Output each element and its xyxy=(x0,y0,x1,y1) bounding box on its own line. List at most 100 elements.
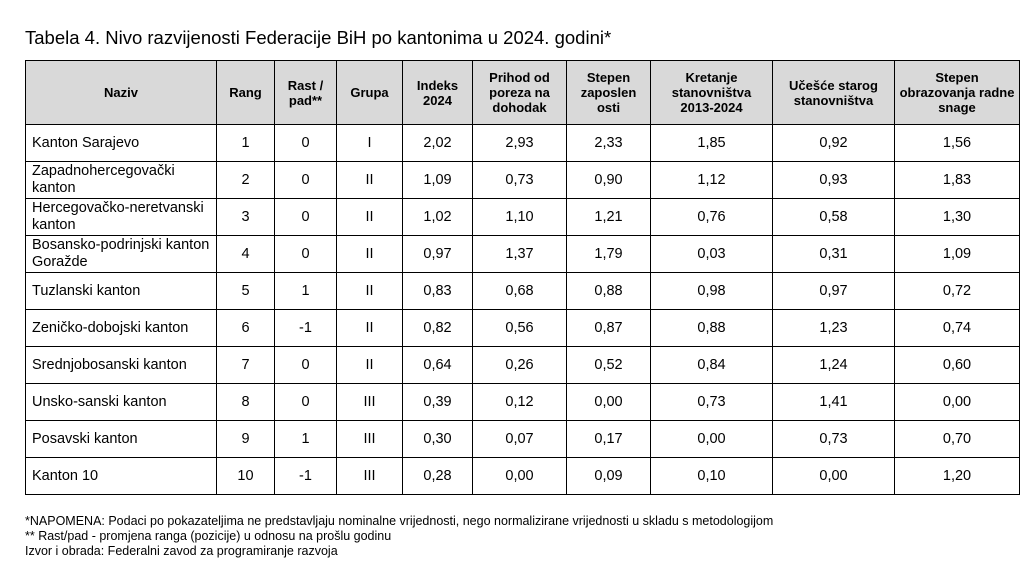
footnote-napomena: *NAPOMENA: Podaci po pokazateljima ne pr… xyxy=(25,514,774,528)
cell-ucesce: 0,92 xyxy=(772,124,895,162)
cell-ucesce: 0,58 xyxy=(772,198,895,236)
cell-obrazovanje: 0,70 xyxy=(894,420,1020,458)
cell-rast-pad: 0 xyxy=(274,383,337,421)
cell-obrazovanje: 0,74 xyxy=(894,309,1020,347)
cell-kretanje: 0,98 xyxy=(650,272,773,310)
cell-ucesce: 0,73 xyxy=(772,420,895,458)
column-header-obrazovanje: Stepen obrazovanja radne snage xyxy=(894,60,1020,125)
cell-zaposlenost: 0,17 xyxy=(566,420,651,458)
cell-rang: 4 xyxy=(216,235,275,273)
cell-rang: 5 xyxy=(216,272,275,310)
cell-kretanje: 0,03 xyxy=(650,235,773,273)
cell-zaposlenost: 0,87 xyxy=(566,309,651,347)
table-row: Kanton 10 10 -1 III 0,28 0,00 0,09 0,10 0,00 1,20 xyxy=(25,457,1020,495)
cell-indeks: 0,97 xyxy=(402,235,473,273)
cell-indeks: 1,09 xyxy=(402,161,473,199)
cell-naziv: Zeničko-dobojski kanton xyxy=(25,309,217,347)
cell-kretanje: 0,76 xyxy=(650,198,773,236)
cell-ucesce: 1,41 xyxy=(772,383,895,421)
cell-rast-pad: 1 xyxy=(274,272,337,310)
cell-indeks: 0,28 xyxy=(402,457,473,495)
cell-prihod: 0,07 xyxy=(472,420,567,458)
cell-kretanje: 1,85 xyxy=(650,124,773,162)
cell-kretanje: 0,84 xyxy=(650,346,773,384)
table-row: Zeničko-dobojski kanton 6 -1 II 0,82 0,56 0,87… xyxy=(25,309,1020,347)
cell-rang: 7 xyxy=(216,346,275,384)
header-row: Naziv Rang Rast / pad** Grupa Indeks 202… xyxy=(25,60,1020,125)
cell-ucesce: 1,24 xyxy=(772,346,895,384)
cell-prihod: 0,73 xyxy=(472,161,567,199)
cell-rast-pad: 0 xyxy=(274,235,337,273)
column-header-prihod: Prihod od poreza na dohodak xyxy=(472,60,567,125)
cell-indeks: 0,39 xyxy=(402,383,473,421)
cell-prihod: 0,00 xyxy=(472,457,567,495)
cell-ucesce: 0,93 xyxy=(772,161,895,199)
cell-grupa: III xyxy=(336,420,403,458)
cell-ucesce: 0,31 xyxy=(772,235,895,273)
cell-grupa: II xyxy=(336,161,403,199)
cell-prihod: 1,10 xyxy=(472,198,567,236)
footnote-rast-pad: ** Rast/pad - promjena ranga (pozicije) … xyxy=(25,529,392,543)
cell-zaposlenost: 0,09 xyxy=(566,457,651,495)
cell-obrazovanje: 0,00 xyxy=(894,383,1020,421)
cell-zaposlenost: 0,52 xyxy=(566,346,651,384)
cell-ucesce: 0,97 xyxy=(772,272,895,310)
cell-naziv: Zapadnohercegovački kanton xyxy=(25,161,217,199)
cell-prihod: 1,37 xyxy=(472,235,567,273)
table-row: Hercegovačko-neretvanski kanton 3 0 II 1,02 1… xyxy=(25,198,1020,236)
cell-naziv: Unsko-sanski kanton xyxy=(25,383,217,421)
cell-rast-pad: 0 xyxy=(274,346,337,384)
development-table: Naziv Rang Rast / pad** Grupa Indeks 202… xyxy=(25,60,1020,495)
cell-grupa: II xyxy=(336,235,403,273)
column-header-indeks: Indeks 2024 xyxy=(402,60,473,125)
cell-rang: 6 xyxy=(216,309,275,347)
cell-rast-pad: 0 xyxy=(274,161,337,199)
column-header-rast-pad: Rast / pad** xyxy=(274,60,337,125)
cell-zaposlenost: 0,90 xyxy=(566,161,651,199)
cell-obrazovanje: 1,83 xyxy=(894,161,1020,199)
cell-indeks: 0,30 xyxy=(402,420,473,458)
cell-prihod: 0,68 xyxy=(472,272,567,310)
cell-rang: 8 xyxy=(216,383,275,421)
table-row: Bosansko-podrinjski kanton Goražde 4 0 II 0,… xyxy=(25,235,1020,273)
cell-prihod: 0,12 xyxy=(472,383,567,421)
cell-naziv: Kanton 10 xyxy=(25,457,217,495)
cell-rang: 1 xyxy=(216,124,275,162)
cell-naziv: Hercegovačko-neretvanski kanton xyxy=(25,198,217,236)
footnotes: *NAPOMENA: Podaci po pokazateljima ne pr… xyxy=(25,514,773,559)
cell-naziv: Posavski kanton xyxy=(25,420,217,458)
cell-obrazovanje: 1,20 xyxy=(894,457,1020,495)
table-title: Tabela 4. Nivo razvijenosti Federacije B… xyxy=(25,27,612,48)
cell-rang: 3 xyxy=(216,198,275,236)
cell-kretanje: 0,00 xyxy=(650,420,773,458)
cell-grupa: II xyxy=(336,309,403,347)
cell-grupa: III xyxy=(336,457,403,495)
cell-rast-pad: 1 xyxy=(274,420,337,458)
cell-prihod: 0,56 xyxy=(472,309,567,347)
cell-prihod: 0,26 xyxy=(472,346,567,384)
cell-obrazovanje: 1,09 xyxy=(894,235,1020,273)
cell-indeks: 2,02 xyxy=(402,124,473,162)
cell-indeks: 0,82 xyxy=(402,309,473,347)
column-header-ucesce: Učešće starog stanovništva xyxy=(772,60,895,125)
cell-kretanje: 0,73 xyxy=(650,383,773,421)
cell-ucesce: 1,23 xyxy=(772,309,895,347)
cell-indeks: 0,64 xyxy=(402,346,473,384)
cell-obrazovanje: 0,60 xyxy=(894,346,1020,384)
cell-kretanje: 0,88 xyxy=(650,309,773,347)
table-body: Kanton Sarajevo 1 0 I 2,02 2,93 2,33 1,85 0,92 1,… xyxy=(25,124,1020,495)
cell-kretanje: 0,10 xyxy=(650,457,773,495)
cell-zaposlenost: 1,21 xyxy=(566,198,651,236)
cell-naziv: Srednjobosanski kanton xyxy=(25,346,217,384)
cell-kretanje: 1,12 xyxy=(650,161,773,199)
cell-naziv: Bosansko-podrinjski kanton Goražde xyxy=(25,235,217,273)
footnote-source: Izvor i obrada: Federalni zavod za progr… xyxy=(25,544,338,558)
table-row: Posavski kanton 9 1 III 0,30 0,07 0,17 0,00 0,73… xyxy=(25,420,1020,458)
cell-obrazovanje: 0,72 xyxy=(894,272,1020,310)
column-header-rang: Rang xyxy=(216,60,275,125)
cell-naziv: Tuzlanski kanton xyxy=(25,272,217,310)
cell-grupa: II xyxy=(336,346,403,384)
column-header-grupa: Grupa xyxy=(336,60,403,125)
cell-rast-pad: -1 xyxy=(274,457,337,495)
table-row: Tuzlanski kanton 5 1 II 0,83 0,68 0,88 0,98 0,97… xyxy=(25,272,1020,310)
